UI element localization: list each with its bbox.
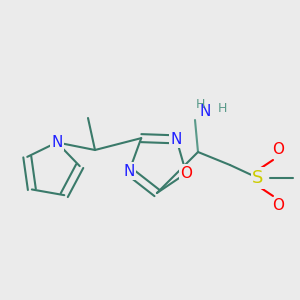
Text: S: S (252, 169, 264, 187)
Text: H: H (217, 101, 227, 115)
Text: N: N (171, 132, 182, 147)
Text: N: N (199, 104, 211, 119)
Text: O: O (180, 166, 192, 181)
Text: O: O (272, 142, 284, 158)
Text: N: N (124, 164, 135, 179)
Text: H: H (195, 98, 205, 112)
Text: O: O (272, 199, 284, 214)
Text: N: N (51, 135, 62, 150)
